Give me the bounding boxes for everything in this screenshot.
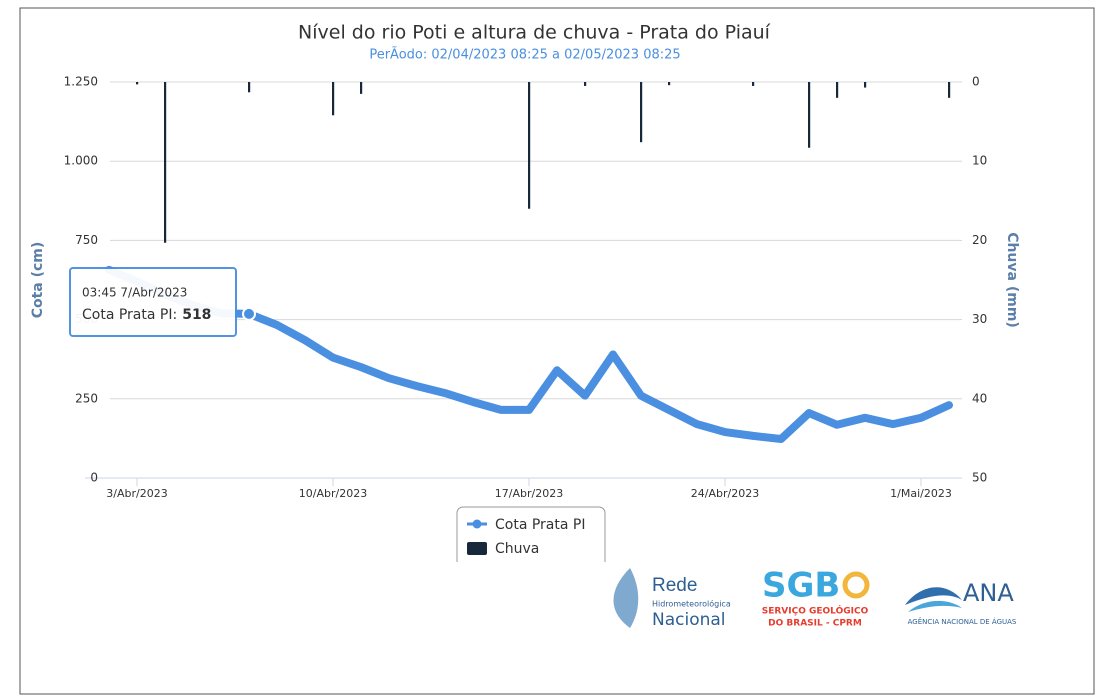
logo-text: AGÊNCIA NACIONAL DE ÁGUAS bbox=[908, 617, 1017, 626]
logo-ana-wave bbox=[905, 587, 962, 605]
y2-tick-label: 50 bbox=[972, 471, 987, 485]
x-tick-label: 17/Abr/2023 bbox=[495, 487, 563, 500]
rain-bar bbox=[584, 82, 587, 86]
logo-ana-wave bbox=[908, 600, 962, 612]
logo-sgb: SGB SERVIÇO GEOLÓGICO DO BRASIL - CPRM bbox=[762, 566, 870, 629]
plot-area: 02505007501.0001.250010203040503/Abr/202… bbox=[64, 75, 988, 501]
y2-tick-label: 0 bbox=[972, 75, 980, 89]
tooltip-box bbox=[69, 267, 237, 337]
chart-subtitle: PerÃodo: 02/04/2023 08:25 a 02/05/2023 0… bbox=[369, 47, 680, 63]
tooltip-date: 03:45 7/Abr/2023 bbox=[82, 286, 187, 300]
rain-bar bbox=[248, 82, 251, 93]
x-tick-label: 10/Abr/2023 bbox=[299, 487, 367, 500]
logo-text: ANA bbox=[963, 579, 1014, 607]
y2-axis-label: Chuva (mm) bbox=[1004, 232, 1020, 328]
y-axis-label: Cota (cm) bbox=[30, 242, 46, 319]
y-tick-label: 1.000 bbox=[64, 154, 98, 168]
y-tick-label: 1.250 bbox=[64, 75, 98, 89]
rain-bar bbox=[864, 82, 867, 88]
logo-text: DO BRASIL - CPRM bbox=[768, 619, 862, 629]
logo-sgb-ring bbox=[842, 571, 870, 599]
tooltip-point bbox=[242, 306, 256, 321]
logo-ana: ANA AGÊNCIA NACIONAL DE ÁGUAS bbox=[905, 579, 1017, 626]
legend-entry[interactable]: Chuva bbox=[495, 541, 539, 557]
logo-text: Nacional bbox=[652, 610, 726, 630]
logo-text: Hidrometeorológica bbox=[652, 599, 731, 609]
rain-bar bbox=[836, 82, 839, 98]
rain-bar bbox=[360, 82, 363, 94]
logo-rede: Rede Hidrometeorológica Nacional bbox=[613, 568, 731, 630]
legend-bar-icon bbox=[467, 542, 487, 555]
logo-rede-icon bbox=[613, 568, 639, 628]
legend[interactable]: Cota Prata PI Chuva bbox=[456, 506, 606, 562]
y-tick-label: 750 bbox=[75, 233, 98, 247]
y-tick-label: 250 bbox=[75, 391, 98, 405]
rain-bar bbox=[136, 82, 139, 85]
y-tick-label: 0 bbox=[90, 471, 98, 485]
frame bbox=[19, 7, 1095, 695]
logo-text: SGB bbox=[762, 566, 840, 606]
rain-bar bbox=[668, 82, 671, 86]
x-tick-label: 24/Abr/2023 bbox=[691, 487, 759, 500]
chart-title: Nível do rio Poti e altura de chuva - Pr… bbox=[298, 22, 771, 44]
tooltip-series-label: Cota Prata PI: bbox=[82, 307, 177, 323]
tooltip-series: Cota Prata PI: 518 bbox=[82, 307, 211, 323]
x-tick-label: 3/Abr/2023 bbox=[106, 487, 167, 500]
tooltip-value: 518 bbox=[182, 307, 211, 323]
legend-box bbox=[456, 506, 606, 562]
legend-entry[interactable]: Cota Prata PI bbox=[495, 517, 585, 533]
rain-bar bbox=[332, 82, 335, 116]
y2-tick-label: 10 bbox=[972, 154, 987, 168]
y2-tick-label: 30 bbox=[972, 312, 987, 326]
rain-bar bbox=[528, 82, 531, 209]
y2-tick-label: 20 bbox=[972, 233, 987, 247]
y2-tick-label: 40 bbox=[972, 391, 987, 405]
legend-line-marker bbox=[472, 519, 482, 529]
rain-bar bbox=[948, 82, 951, 98]
logo-text: Rede bbox=[652, 575, 697, 596]
rain-bar bbox=[164, 82, 167, 243]
rain-bar bbox=[808, 82, 811, 148]
x-tick-label: 1/Mai/2023 bbox=[890, 487, 952, 500]
logo-text: SERVIÇO GEOLÓGICO bbox=[762, 605, 869, 617]
rain-bar bbox=[640, 82, 643, 143]
rain-bar bbox=[752, 82, 755, 86]
